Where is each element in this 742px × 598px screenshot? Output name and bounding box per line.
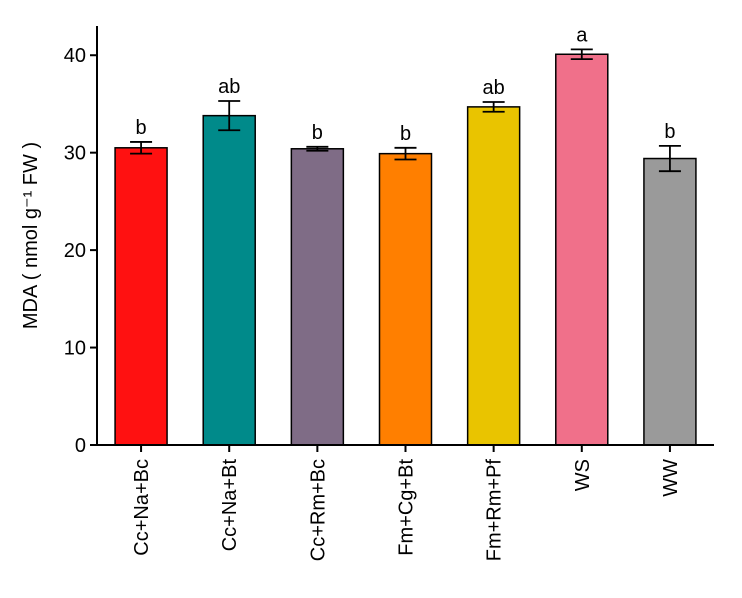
y-axis: 0 10 20 30 40 — [64, 26, 98, 457]
y-tick-label: 40 — [64, 45, 86, 67]
significance-letter: b — [400, 123, 411, 145]
y-tick-label: 10 — [64, 338, 86, 360]
significance-letter: a — [576, 24, 588, 46]
y-tick-label: 0 — [75, 435, 86, 457]
bar-fm-rm-pf — [466, 106, 521, 446]
bar-cc-na-bc — [114, 147, 168, 446]
y-tick-label: 20 — [64, 240, 86, 262]
bar-cc-rm-bc — [290, 148, 345, 446]
significance-letter: b — [312, 122, 323, 144]
bar-ww — [643, 157, 697, 446]
category-label: Cc+Na+Bt — [219, 459, 241, 552]
significance-letter: b — [136, 117, 147, 139]
significance-letter: b — [664, 121, 675, 143]
error-bars — [130, 48, 681, 173]
category-label: Cc+Na+Bc — [131, 459, 153, 556]
category-label: Fm+Cg+Bt — [396, 459, 418, 556]
y-tick-label: 30 — [64, 143, 86, 165]
bar-cc-na-bt — [202, 114, 256, 446]
category-label: WS — [572, 459, 594, 491]
bar-ws — [555, 53, 609, 446]
bars — [114, 53, 697, 446]
bar-fm-cg-bt — [378, 152, 433, 446]
category-label: Fm+Rm+Pf — [484, 459, 506, 562]
significance-letter: ab — [218, 76, 240, 98]
y-axis-label: MDA ( nmol g⁻¹ FW ) — [20, 142, 42, 329]
significance-letter: ab — [483, 77, 505, 99]
category-label: WW — [660, 459, 682, 497]
category-label: Cc+Rm+Bc — [307, 459, 329, 561]
x-axis: Cc+Na+Bc Cc+Na+Bt Cc+Rm+Bc Fm+Cg+Bt Fm+Rm+Pf… — [97, 444, 714, 562]
